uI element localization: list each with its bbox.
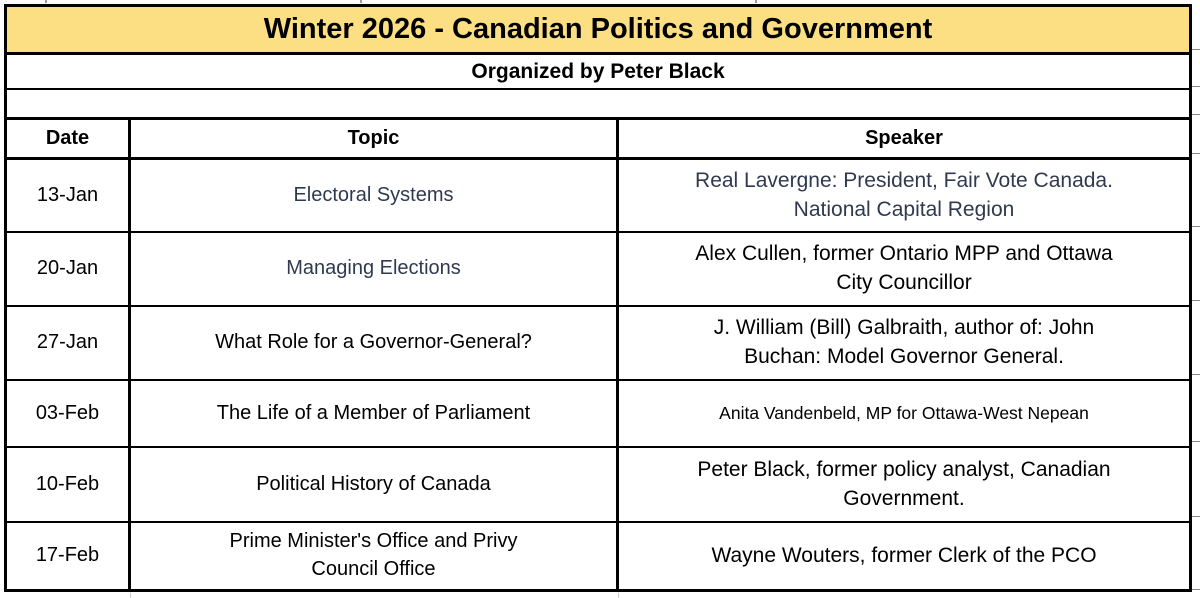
topic-cell[interactable]: Electoral Systems: [131, 160, 619, 231]
table-row: 20-Jan Managing Elections Alex Cullen, f…: [7, 233, 1189, 307]
gridline-stub: [1192, 374, 1200, 375]
table-row: 13-Jan Electoral Systems Real Lavergne: …: [7, 160, 1189, 233]
gridline-stub: [1192, 226, 1200, 227]
gridline-stub: [360, 0, 362, 3]
blank-row[interactable]: [7, 90, 1189, 120]
speaker-cell[interactable]: Real Lavergne: President, Fair Vote Cana…: [695, 168, 1113, 221]
schedule-table: Winter 2026 - Canadian Politics and Gove…: [4, 4, 1192, 592]
gridline-stub: [1192, 589, 1200, 590]
speaker-cell[interactable]: Wayne Wouters, former Clerk of the PCO: [711, 543, 1097, 567]
header-row: Date Topic Speaker: [7, 120, 1189, 160]
gridline-stub: [755, 0, 757, 3]
organizer-text: Organized by Peter Black: [471, 59, 725, 83]
speaker-cell[interactable]: Anita Vandenbeld, MP for Ottawa-West Nep…: [719, 403, 1089, 424]
topic-cell[interactable]: Managing Elections: [131, 233, 619, 305]
table-row: 17-Feb Prime Minister's Office and Privy…: [7, 523, 1189, 589]
date-cell[interactable]: 27-Jan: [7, 307, 131, 379]
gridline-stub: [1192, 516, 1200, 517]
gridline-stub: [1192, 114, 1200, 115]
gridline-stub: [1192, 300, 1200, 301]
topic-cell[interactable]: What Role for a Governor-General?: [131, 307, 619, 379]
gridline-stub: [1192, 49, 1200, 50]
top-gridline-strip: [0, 0, 1200, 4]
date-cell[interactable]: 03-Feb: [7, 381, 131, 446]
date-cell[interactable]: 17-Feb: [7, 523, 131, 589]
date-cell[interactable]: 10-Feb: [7, 448, 131, 521]
gridline-stub: [130, 593, 131, 598]
table-row: 27-Jan What Role for a Governor-General?…: [7, 307, 1189, 381]
page-title: Winter 2026 - Canadian Politics and Gove…: [263, 13, 933, 45]
date-cell[interactable]: 13-Jan: [7, 160, 131, 231]
organizer-cell[interactable]: Organized by Peter Black: [7, 55, 1189, 90]
topic-cell[interactable]: Prime Minister's Office and Privy Counci…: [131, 523, 619, 589]
table-row: 03-Feb The Life of a Member of Parliamen…: [7, 381, 1189, 448]
topic-cell[interactable]: The Life of a Member of Parliament: [131, 381, 619, 446]
gridline-stub: [1192, 441, 1200, 442]
speaker-cell[interactable]: Peter Black, former policy analyst, Cana…: [697, 457, 1111, 510]
column-header-topic[interactable]: Topic: [131, 120, 619, 157]
date-cell[interactable]: 20-Jan: [7, 233, 131, 305]
gridline-stub: [1192, 86, 1200, 87]
column-header-speaker[interactable]: Speaker: [865, 126, 943, 149]
topic-cell[interactable]: Political History of Canada: [131, 448, 619, 521]
table-row: 10-Feb Political History of Canada Peter…: [7, 448, 1189, 523]
speaker-cell[interactable]: J. William (Bill) Galbraith, author of: …: [713, 316, 1095, 368]
speaker-cell[interactable]: Alex Cullen, former Ontario MPP and Otta…: [695, 242, 1113, 294]
gridline-stub: [1192, 153, 1200, 154]
gridline-stub: [45, 0, 47, 3]
title-cell[interactable]: Winter 2026 - Canadian Politics and Gove…: [7, 7, 1189, 55]
column-header-date[interactable]: Date: [7, 120, 131, 157]
gridline-stub: [618, 593, 619, 598]
